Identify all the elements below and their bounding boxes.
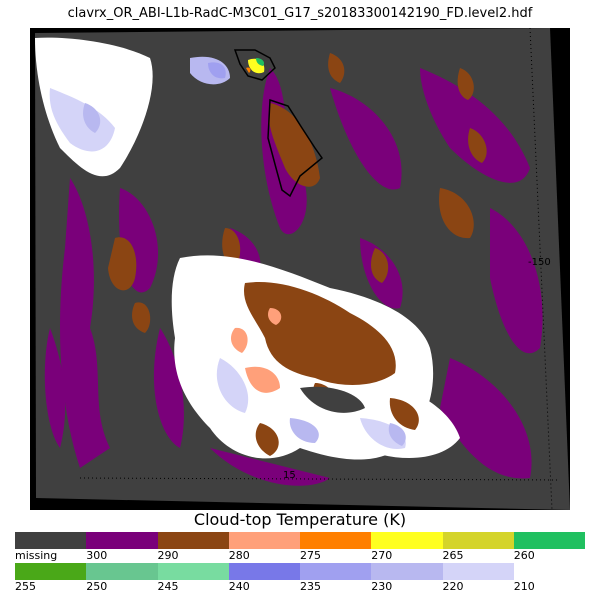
cloud-top-temperature-map: -150 15	[30, 28, 570, 510]
colorbar-label: 280	[228, 549, 250, 562]
colorbar-label: 220	[442, 580, 464, 593]
coastlines	[233, 49, 324, 198]
colorbar-swatch	[15, 532, 87, 549]
colorbar-label: 210	[513, 580, 535, 593]
image-title: clavrx_OR_ABI-L1b-RadC-M3C01_G17_s201833…	[67, 6, 533, 21]
colorbar-title: Cloud-top Temperature (K)	[193, 510, 407, 529]
colorbar-swatch	[442, 532, 514, 549]
graticule	[79, 28, 561, 510]
colorbar-label: missing	[15, 549, 58, 562]
colorbar-swatch	[157, 532, 229, 549]
colorbar-label: 275	[300, 549, 321, 562]
colorbar-swatch	[86, 532, 158, 549]
colorbar-label: 245	[157, 580, 179, 593]
colorbar-swatch	[228, 532, 300, 549]
colorbar-label: 260	[513, 549, 535, 562]
colorbar-swatch	[442, 563, 514, 580]
cold-cloud-top-left	[35, 37, 230, 177]
colorbar-label: 250	[86, 580, 108, 593]
colorbar-row-1	[15, 532, 585, 549]
colorbar-label: 265	[442, 549, 464, 562]
colorbar-swatch	[371, 532, 443, 549]
colorbar-swatch	[157, 563, 229, 580]
colorbar-swatch	[300, 563, 372, 580]
colorbar-swatch	[300, 532, 372, 549]
latitude-label: 15	[283, 470, 296, 481]
colorbar-swatch	[371, 563, 443, 580]
colorbar-label: 290	[157, 549, 179, 562]
colorbar-label: 300	[86, 549, 108, 562]
colorbar-swatch	[15, 563, 87, 580]
colorbar-swatch	[513, 532, 585, 549]
colorbar-swatch	[86, 563, 158, 580]
warm-spot	[246, 58, 265, 74]
colorbar-row-2	[15, 563, 585, 580]
colorbar-label: 270	[371, 549, 393, 562]
longitude-label: -150	[528, 257, 551, 268]
cold-cloud-center	[171, 255, 460, 460]
colorbar-swatch	[513, 563, 585, 580]
colorbar-label: 230	[371, 580, 393, 593]
colorbar-swatch	[228, 563, 300, 580]
colorbar-label: 235	[300, 580, 321, 593]
colorbar-label: 240	[228, 580, 250, 593]
colorbar-label: 255	[15, 580, 36, 593]
